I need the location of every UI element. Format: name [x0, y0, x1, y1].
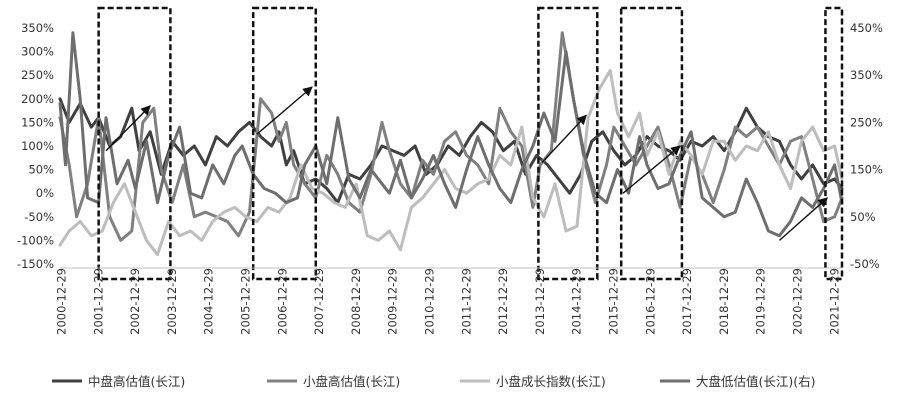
- x-tick-label: 2010-12-29: [423, 268, 437, 335]
- x-tick-label: 2009-12-29: [386, 268, 400, 335]
- y-left-tick-label: -100%: [17, 233, 54, 247]
- highlight-box-4: [619, 6, 684, 281]
- y-left-tick-label: 0%: [36, 186, 54, 200]
- x-tick-label: 2018-12-29: [717, 268, 731, 335]
- trend-arrows: [105, 86, 829, 241]
- legend-label: 大盘低估值(长江)(右): [696, 374, 816, 389]
- legend: 中盘高估值(长江) 小盘高估值(长江) 小盘成长指数(长江) 大盘低估值(长江)(右): [52, 374, 816, 389]
- trend-arrow-4: [622, 145, 681, 194]
- legend-item: 大盘低估值(长江)(右): [660, 374, 816, 389]
- y-right-tick-label: 350%: [850, 68, 883, 82]
- trend-arrow-2: [256, 86, 313, 135]
- x-tick-label: 2007-12-29: [312, 268, 326, 335]
- legend-item: 中盘高估值(长江): [52, 374, 185, 389]
- highlight-box-5: [824, 6, 844, 281]
- series-line-2: [58, 31, 844, 242]
- legend-label: 中盘高估值(长江): [88, 374, 185, 389]
- legend-item: 小盘高估值(长江): [267, 374, 400, 389]
- axes: 350% 300% 250% 200% 150% 100% 50% 0% -50% -100% -1…: [17, 21, 883, 335]
- y-left-tick-label: -150%: [17, 257, 54, 271]
- x-tick-label: 2008-12-29: [349, 268, 363, 335]
- x-tick-label: 2020-12-29: [791, 268, 805, 335]
- x-tick-label: 2016-12-29: [643, 268, 657, 335]
- highlight-box-3: [537, 6, 599, 281]
- y-right-tick-label: -50%: [850, 257, 880, 271]
- y-left-tick-label: 250%: [21, 68, 54, 82]
- x-tick-label: 2005-12-29: [239, 268, 253, 335]
- trend-arrow-3: [541, 114, 587, 163]
- highlight-box-2: [251, 6, 318, 281]
- y-right-tick-label: 50%: [850, 210, 876, 224]
- x-tick-label: 2015-12-29: [607, 268, 621, 335]
- x-tick-label: 2000-12-29: [55, 268, 69, 335]
- y-left-tick-label: 300%: [21, 45, 54, 59]
- x-tick-label: 2001-12-29: [91, 268, 105, 335]
- x-tick-label: 2002-12-29: [128, 268, 142, 335]
- legend-label: 小盘高估值(长江): [303, 374, 400, 389]
- y-left-tick-label: 350%: [21, 21, 54, 35]
- x-tick-label: 2021-12-29: [827, 268, 841, 335]
- plot-area: [58, 31, 844, 257]
- x-tick-label: 2017-12-29: [680, 268, 694, 335]
- legend-label: 小盘成长指数(长江): [496, 374, 606, 389]
- series-line-3: [58, 69, 844, 257]
- y-left-tick-label: 200%: [21, 92, 54, 106]
- x-tick-label: 2006-12-29: [275, 268, 289, 335]
- series-line-4: [58, 31, 844, 238]
- y-right-tick-label: 250%: [850, 115, 883, 129]
- y-right-tick-label: 450%: [850, 21, 883, 35]
- x-tick-label: 2003-12-29: [165, 268, 179, 335]
- trend-arrow-1: [105, 105, 151, 152]
- x-tick-label: 2004-12-29: [202, 268, 216, 335]
- y-right-tick-label: 150%: [850, 163, 883, 177]
- x-tick-label: 2014-12-29: [570, 268, 584, 335]
- y-left-tick-label: -50%: [24, 210, 54, 224]
- x-tick-label: 2012-12-29: [496, 268, 510, 335]
- x-tick-label: 2013-12-29: [533, 268, 547, 335]
- x-tick-label: 2011-12-29: [459, 268, 473, 335]
- y-left-tick-label: 100%: [21, 139, 54, 153]
- y-left-tick-label: 50%: [28, 163, 54, 177]
- y-left-tick-label: 150%: [21, 115, 54, 129]
- trend-arrow-5: [778, 197, 829, 241]
- x-tick-label: 2019-12-29: [754, 268, 768, 335]
- highlight-box-1: [97, 6, 172, 281]
- highlight-boxes: [97, 6, 844, 281]
- legend-item: 小盘成长指数(长江): [460, 374, 606, 389]
